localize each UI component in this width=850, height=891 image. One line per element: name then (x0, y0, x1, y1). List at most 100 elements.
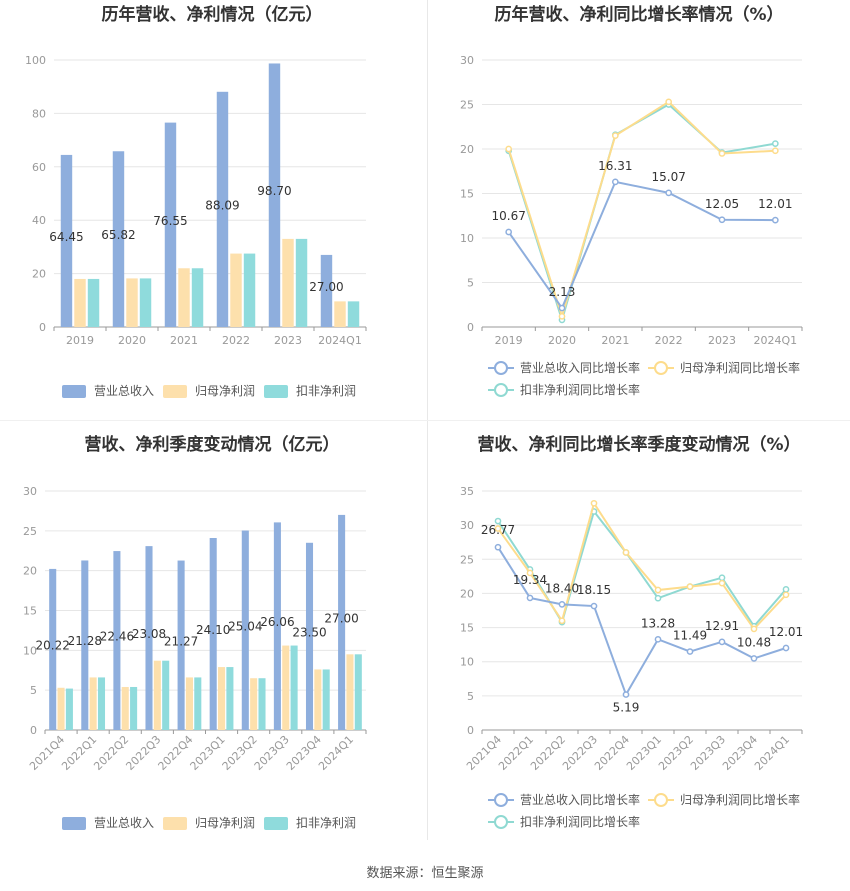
annual-growth-chart: 历年营收、净利同比增长率情况（%） 0 5 10 15 20 25 30 2019 2020 20… (460, 4, 803, 397)
data-label: 12.91 (705, 619, 739, 633)
y-tick-label: 10 (23, 644, 37, 657)
data-label: 64.45 (49, 230, 83, 244)
bar-net-profit (314, 669, 322, 730)
series-point (654, 635, 662, 643)
y-tick-label: 20 (23, 565, 37, 578)
x-tick-label: 2021 (601, 334, 629, 347)
legend-marker (494, 793, 508, 807)
series-point (782, 644, 790, 652)
series-point (611, 178, 619, 186)
bar-revenue (338, 514, 346, 730)
data-label: 10.48 (737, 635, 771, 649)
x-tick-label: 2022 (655, 334, 683, 347)
chart-title: 营收、净利同比增长率季度变动情况（%） (477, 434, 800, 455)
series-point (558, 601, 566, 608)
series-point (718, 579, 726, 587)
legend-swatch (163, 817, 187, 830)
series-point (718, 216, 726, 224)
y-tick-label: 80 (32, 107, 46, 120)
y-tick-label: 20 (32, 268, 46, 281)
y-tick-label: 20 (460, 587, 474, 600)
legend-label: 归母净利润 (195, 384, 255, 398)
legend-swatch (163, 385, 187, 398)
bar-net-profit-ex (130, 686, 138, 730)
annual-revenue-profit-panel: 历年营收、净利情况（亿元） 0 20 40 60 80 100 2019 2020 2021 20… (0, 0, 425, 410)
series-point (494, 543, 502, 551)
data-label: 12.01 (769, 625, 803, 639)
chart-title: 历年营收、净利情况（亿元） (102, 4, 323, 25)
bar-net-profit-ex (87, 278, 100, 327)
data-label: 18.40 (545, 581, 579, 595)
horizontal-divider (0, 420, 850, 421)
series-point (654, 586, 662, 594)
data-label: 23.50 (292, 625, 326, 639)
y-tick-label: 5 (467, 690, 474, 703)
data-label: 21.28 (68, 634, 102, 648)
series-point (665, 189, 673, 197)
x-tick-label: 2020 (118, 334, 146, 347)
legend-label: 营业总收入同比增长率 (520, 360, 640, 375)
legend-swatch (62, 817, 86, 830)
series-point (494, 517, 502, 525)
bar-revenue (164, 122, 177, 327)
legend-label: 营业总收入 (94, 384, 154, 398)
legend-marker (494, 361, 508, 375)
series-point (590, 602, 598, 610)
series-point (654, 594, 662, 602)
annual-revenue-profit-chart: 历年营收、净利情况（亿元） 0 20 40 60 80 100 2019 2020 2021 20… (25, 4, 367, 398)
series-point (558, 617, 566, 625)
bar-revenue (209, 538, 217, 730)
bar-revenue (49, 568, 57, 730)
bar-net-profit (57, 687, 65, 730)
legend-label: 扣非净利润 (296, 816, 356, 830)
y-tick-label: 100 (25, 54, 46, 67)
bar-net-profit (250, 678, 258, 730)
y-tick-label: 10 (460, 656, 474, 669)
data-label: 11.49 (673, 629, 707, 643)
series-point (558, 304, 566, 312)
x-tick-label: 2024Q1 (316, 733, 356, 773)
x-tick-label: 2024Q1 (318, 334, 362, 347)
data-label: 18.15 (577, 583, 611, 597)
data-label: 27.00 (324, 611, 358, 625)
bar-net-profit-ex (226, 667, 234, 730)
series-point (750, 625, 758, 633)
bar-net-profit (334, 301, 346, 327)
data-label: 23.08 (132, 627, 166, 641)
data-label: 88.09 (205, 198, 239, 212)
series-line-net-profit-ex-growth (497, 509, 787, 628)
series-point (590, 499, 598, 507)
legend-label: 归母净利润 (195, 816, 255, 830)
legend-swatch (62, 385, 86, 398)
y-tick-label: 30 (460, 519, 474, 532)
y-tick-label: 15 (23, 605, 37, 618)
quarterly-revenue-profit-chart: 营收、净利季度变动情况（亿元） 0510152025302021Q42022Q1… (23, 434, 367, 830)
y-tick-label: 40 (32, 214, 46, 227)
y-tick-label: 0 (467, 321, 474, 334)
legend-label: 扣非净利润同比增长率 (520, 814, 640, 829)
legend-label: 扣非净利润 (296, 384, 356, 398)
bar-net-profit-ex (65, 688, 73, 730)
data-label: 13.28 (641, 616, 675, 630)
data-label: 21.27 (164, 634, 198, 648)
bar-net-profit (218, 667, 226, 730)
series-point (718, 150, 726, 157)
legend-label: 营业总收入 (94, 816, 154, 830)
y-tick-label: 20 (460, 143, 474, 156)
bar-revenue (216, 91, 229, 327)
series-point (771, 140, 779, 148)
x-tick-label: 2022 (222, 334, 250, 347)
bar-net-profit-ex (322, 669, 330, 730)
bar-net-profit-ex (194, 677, 202, 730)
bar-net-profit (153, 660, 161, 730)
legend-marker (494, 815, 508, 829)
bar-revenue (305, 542, 314, 730)
x-tick-label: 2019 (495, 334, 523, 347)
data-label: 10.67 (491, 209, 525, 223)
chart-title: 营收、净利季度变动情况（亿元） (85, 434, 340, 455)
series-line-net-profit-growth (497, 500, 787, 631)
y-tick-label: 0 (467, 724, 474, 737)
data-label: 22.46 (100, 630, 134, 644)
bar-revenue (241, 530, 249, 730)
legend-label: 归母净利润同比增长率 (680, 792, 800, 807)
